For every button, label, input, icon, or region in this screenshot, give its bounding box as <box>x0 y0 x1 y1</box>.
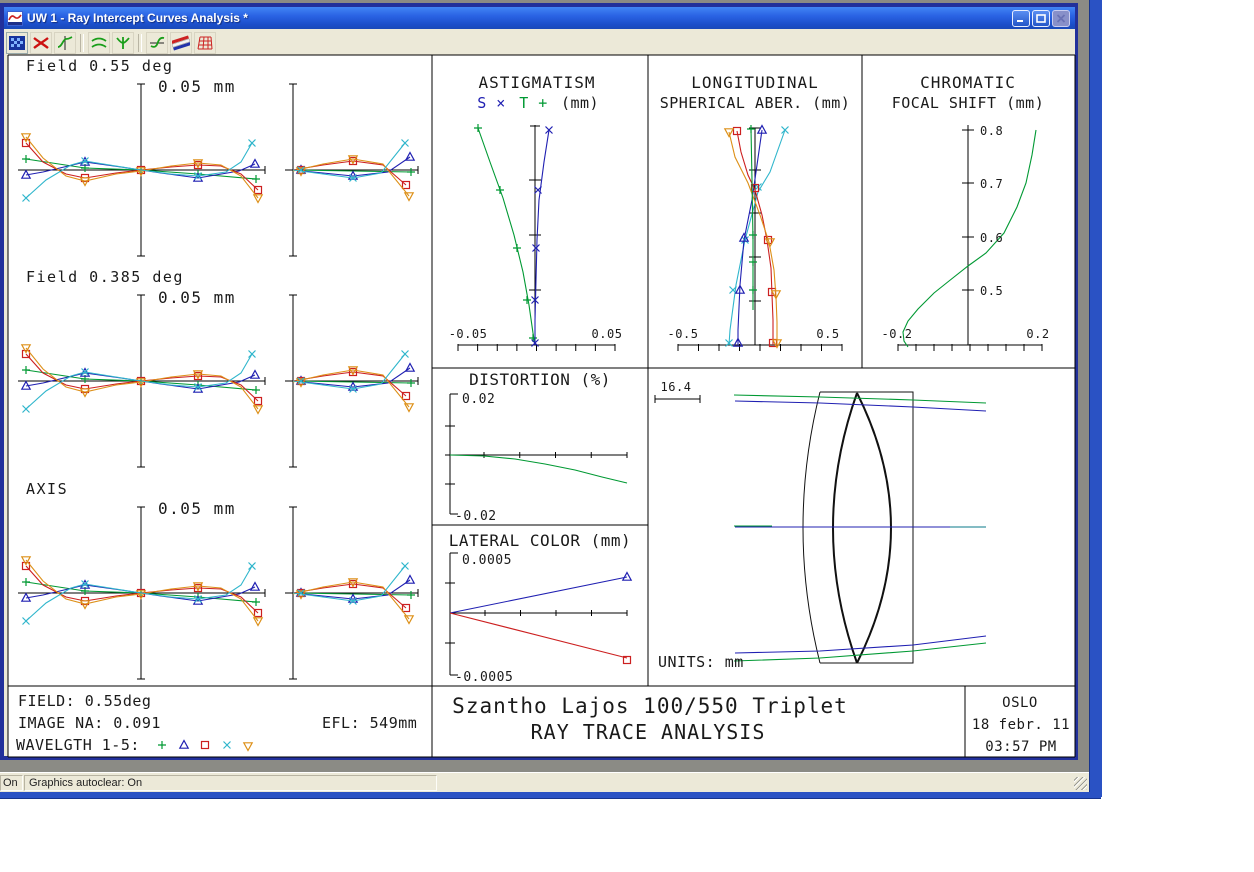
minimize-button[interactable] <box>1012 9 1030 27</box>
toolbar-button-ray-intercept[interactable] <box>54 32 76 54</box>
red-x-icon <box>33 37 49 49</box>
graphics-window-icon <box>7 10 23 26</box>
close-button[interactable] <box>1052 9 1070 27</box>
status-bar: On Graphics autoclear: On <box>0 772 1089 793</box>
toolbar-button-trident-curve[interactable] <box>112 32 134 54</box>
toolbar-separator <box>80 34 84 52</box>
trident-curve-icon <box>116 37 130 49</box>
red-mesh-icon <box>197 36 213 50</box>
graphics-toolbar <box>4 29 1075 57</box>
window-buttons <box>1012 9 1072 27</box>
status-cell-autoclear: Graphics autoclear: On <box>24 775 437 791</box>
minimize-icon <box>1017 19 1023 22</box>
resize-grip[interactable] <box>1074 777 1087 790</box>
toolbar-button-red-x[interactable] <box>30 32 52 54</box>
toolbar-button-red-mesh[interactable] <box>194 32 216 54</box>
app-window-right-border <box>1089 0 1102 797</box>
graphics-window: UW 1 - Ray Intercept Curves Analysis * <box>0 3 1078 760</box>
blue-grid-icon <box>9 36 25 50</box>
striped-lines-icon <box>172 35 190 51</box>
app-window-bottom-border <box>0 792 1101 799</box>
toolbar-button-double-curve[interactable] <box>88 32 110 54</box>
status-text-left: On <box>3 777 18 789</box>
status-cell-left: On <box>0 775 23 791</box>
title-bar[interactable]: UW 1 - Ray Intercept Curves Analysis * <box>4 7 1075 29</box>
window-title: UW 1 - Ray Intercept Curves Analysis * <box>27 11 248 25</box>
toolbar-button-blue-grid[interactable] <box>6 32 28 54</box>
toolbar-button-striped-lines[interactable] <box>170 32 192 54</box>
close-icon <box>1056 13 1066 23</box>
maximize-button[interactable] <box>1032 9 1050 27</box>
graphics-canvas[interactable] <box>8 55 1075 757</box>
toolbar-separator <box>138 34 142 52</box>
ray-intercept-icon <box>57 36 73 50</box>
check-curve-icon <box>150 36 165 48</box>
status-text-autoclear: Graphics autoclear: On <box>29 777 143 789</box>
toolbar-button-check-curve[interactable] <box>146 32 168 54</box>
double-curve-icon <box>91 37 107 48</box>
maximize-icon <box>1036 13 1046 23</box>
